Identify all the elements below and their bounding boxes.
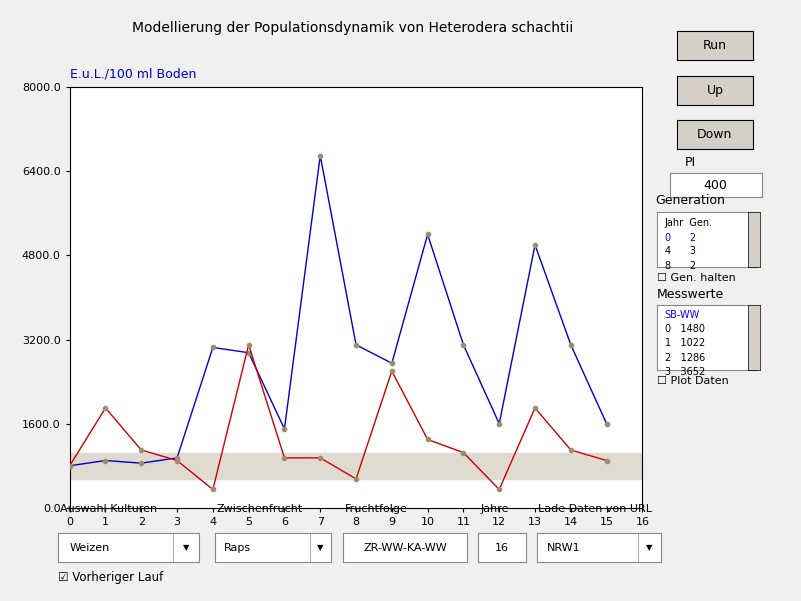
- Text: Weizen: Weizen: [70, 543, 110, 552]
- Text: 2   1286: 2 1286: [665, 353, 705, 363]
- Text: ☐ Plot Daten: ☐ Plot Daten: [657, 376, 729, 386]
- Text: 3   3652: 3 3652: [665, 367, 705, 377]
- Text: Generation: Generation: [655, 194, 726, 207]
- Text: 1   1022: 1 1022: [665, 338, 705, 349]
- Text: PI: PI: [685, 156, 696, 169]
- Text: ☐ Gen. halten: ☐ Gen. halten: [657, 273, 735, 284]
- Text: 4      3: 4 3: [665, 246, 696, 256]
- Text: ☑ Vorheriger Lauf: ☑ Vorheriger Lauf: [58, 571, 163, 584]
- Text: Run: Run: [703, 39, 727, 52]
- Text: Down: Down: [697, 128, 733, 141]
- Text: Raps: Raps: [224, 543, 251, 552]
- Text: Zwischenfrucht: Zwischenfrucht: [216, 504, 303, 514]
- Text: Modellierung der Populationsdynamik von Heterodera schachtii: Modellierung der Populationsdynamik von …: [132, 21, 573, 35]
- Text: Fruchtfolge: Fruchtfolge: [344, 504, 407, 514]
- Text: Lade Daten von URL: Lade Daten von URL: [538, 504, 652, 514]
- Text: E.u.L./100 ml Boden: E.u.L./100 ml Boden: [70, 68, 196, 81]
- Text: 400: 400: [704, 178, 727, 192]
- Text: 16: 16: [495, 543, 509, 552]
- Text: ▼: ▼: [317, 543, 324, 552]
- Text: 0      2: 0 2: [665, 233, 696, 243]
- Text: Jahre: Jahre: [481, 504, 509, 514]
- Text: ▼: ▼: [183, 543, 189, 552]
- Text: 0   1480: 0 1480: [665, 324, 705, 334]
- Text: Up: Up: [706, 84, 723, 97]
- Text: SB-WW: SB-WW: [665, 310, 700, 320]
- Text: 8      2: 8 2: [665, 261, 696, 270]
- Text: ZR-WW-KA-WW: ZR-WW-KA-WW: [363, 543, 447, 552]
- Text: Auswahl Kulturen: Auswahl Kulturen: [60, 504, 157, 514]
- Text: ▼: ▼: [646, 543, 653, 552]
- Text: NRW1: NRW1: [546, 543, 580, 552]
- Text: Jahr  Gen.: Jahr Gen.: [665, 218, 713, 228]
- Bar: [70, 453, 642, 479]
- Text: Messwerte: Messwerte: [657, 287, 724, 300]
